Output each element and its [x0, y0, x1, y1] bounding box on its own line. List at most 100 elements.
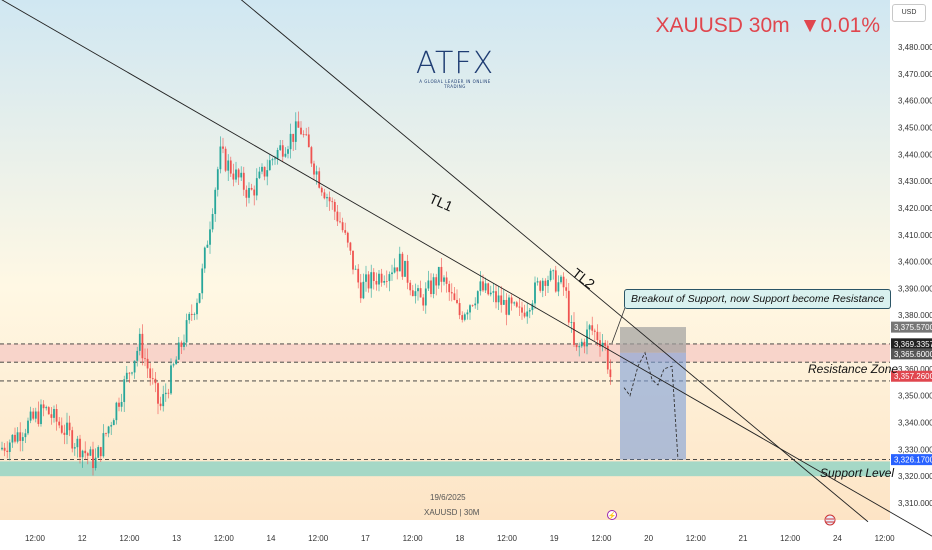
candle-body: [466, 312, 469, 315]
candle-body: [89, 449, 92, 456]
candle-body: [284, 153, 287, 157]
projection-box: [620, 352, 686, 460]
candle-body: [159, 403, 162, 407]
support-level-label: Support Level: [820, 466, 895, 480]
candle-body: [430, 280, 432, 295]
candle-body: [50, 414, 53, 418]
candle-body: [458, 303, 461, 316]
y-tick-label: 3,340.0000: [898, 419, 932, 428]
candle-body: [110, 425, 113, 427]
x-tick-label: 17: [361, 534, 370, 543]
currency-button[interactable]: USD: [892, 4, 926, 22]
candle-body: [560, 276, 562, 283]
candle-body: [55, 409, 58, 422]
candle-body: [102, 433, 105, 457]
x-tick-label: 24: [833, 534, 842, 543]
candle-body: [419, 288, 422, 298]
candle-body: [193, 314, 196, 316]
candle-body: [354, 268, 357, 270]
candle-body: [133, 360, 136, 373]
candle-body: [268, 160, 271, 171]
candle-body: [37, 411, 40, 425]
candle-body: [495, 291, 497, 303]
candle-body: [482, 281, 484, 291]
price-tag-label: 3,369.3357: [894, 340, 932, 349]
candle-body: [315, 171, 318, 175]
x-tick-label: 14: [267, 534, 276, 543]
candle-body: [365, 274, 367, 282]
candle-body: [131, 372, 133, 374]
candle-body: [523, 312, 526, 317]
candle-body: [609, 369, 612, 378]
candle-body: [305, 134, 308, 136]
candle-body: [549, 270, 552, 281]
candle-body: [448, 283, 451, 293]
candle-body: [513, 302, 516, 304]
breakout-note: Breakout of Support, now Support become …: [624, 289, 892, 309]
candle-body: [313, 163, 315, 175]
trendline-tl2[interactable]: [240, 0, 869, 523]
x-tick-label: 12:00: [308, 534, 329, 543]
candle-body: [385, 280, 388, 282]
candle-body: [541, 280, 544, 291]
x-tick-label: 21: [739, 534, 748, 543]
y-tick-label: 3,440.0000: [898, 150, 932, 159]
candle-body: [526, 311, 529, 317]
candle-body: [508, 297, 510, 315]
candle-body: [310, 147, 313, 164]
us-flag-event-icon[interactable]: [824, 514, 836, 526]
support-zone-band: [0, 461, 890, 477]
y-tick-label: 3,390.0000: [898, 284, 932, 293]
candle-body: [235, 169, 237, 180]
price-tag-label: 3,326.1700: [894, 456, 932, 465]
candle-body: [474, 303, 477, 306]
x-tick-label: 12: [78, 534, 87, 543]
candle-body: [388, 274, 391, 282]
candle-body: [414, 291, 417, 297]
candle-body: [188, 313, 191, 321]
candle-body: [294, 121, 297, 142]
lightning-event-icon[interactable]: [607, 510, 617, 520]
symbol-label: XAUUSD 30m: [655, 14, 790, 37]
candle-body: [47, 407, 50, 415]
candle-body: [601, 342, 604, 347]
candle-body: [445, 277, 448, 284]
candle-body: [3, 447, 6, 451]
candle-body: [138, 333, 141, 351]
candle-body: [318, 171, 321, 188]
candle-body: [224, 148, 227, 171]
candle-body: [63, 432, 66, 435]
candle-body: [279, 145, 282, 151]
candle-body: [375, 280, 378, 285]
candle-body: [206, 244, 209, 248]
atfx-logo: ATFX A GLOBAL LEADER IN ONLINE TRADING: [410, 46, 500, 89]
candle-body: [297, 121, 300, 128]
resistance-zone-band: [0, 343, 890, 363]
price-tag-box: [891, 321, 932, 333]
candle-body: [567, 290, 570, 323]
candle-body: [146, 358, 149, 369]
candle-body: [172, 364, 175, 366]
candle-body: [593, 330, 596, 332]
candle-body: [471, 305, 474, 307]
candle-body: [167, 392, 170, 394]
candle-body: [255, 178, 258, 196]
candle-body: [141, 333, 144, 359]
candle-body: [500, 295, 503, 305]
footer-date: 19/6/2025: [430, 493, 466, 502]
candle-body: [370, 272, 373, 289]
candle-body: [209, 229, 211, 245]
candle-body: [359, 282, 362, 299]
y-tick-label: 3,420.0000: [898, 204, 932, 213]
candle-body: [596, 331, 599, 341]
price-tag-box: [891, 348, 932, 360]
candle-body: [263, 166, 266, 177]
candle-body: [203, 247, 206, 269]
candle-body: [232, 173, 235, 180]
candle-body: [552, 270, 555, 272]
candle-body: [274, 158, 276, 160]
x-tick-label: 18: [455, 534, 464, 543]
candle-body: [422, 297, 425, 306]
